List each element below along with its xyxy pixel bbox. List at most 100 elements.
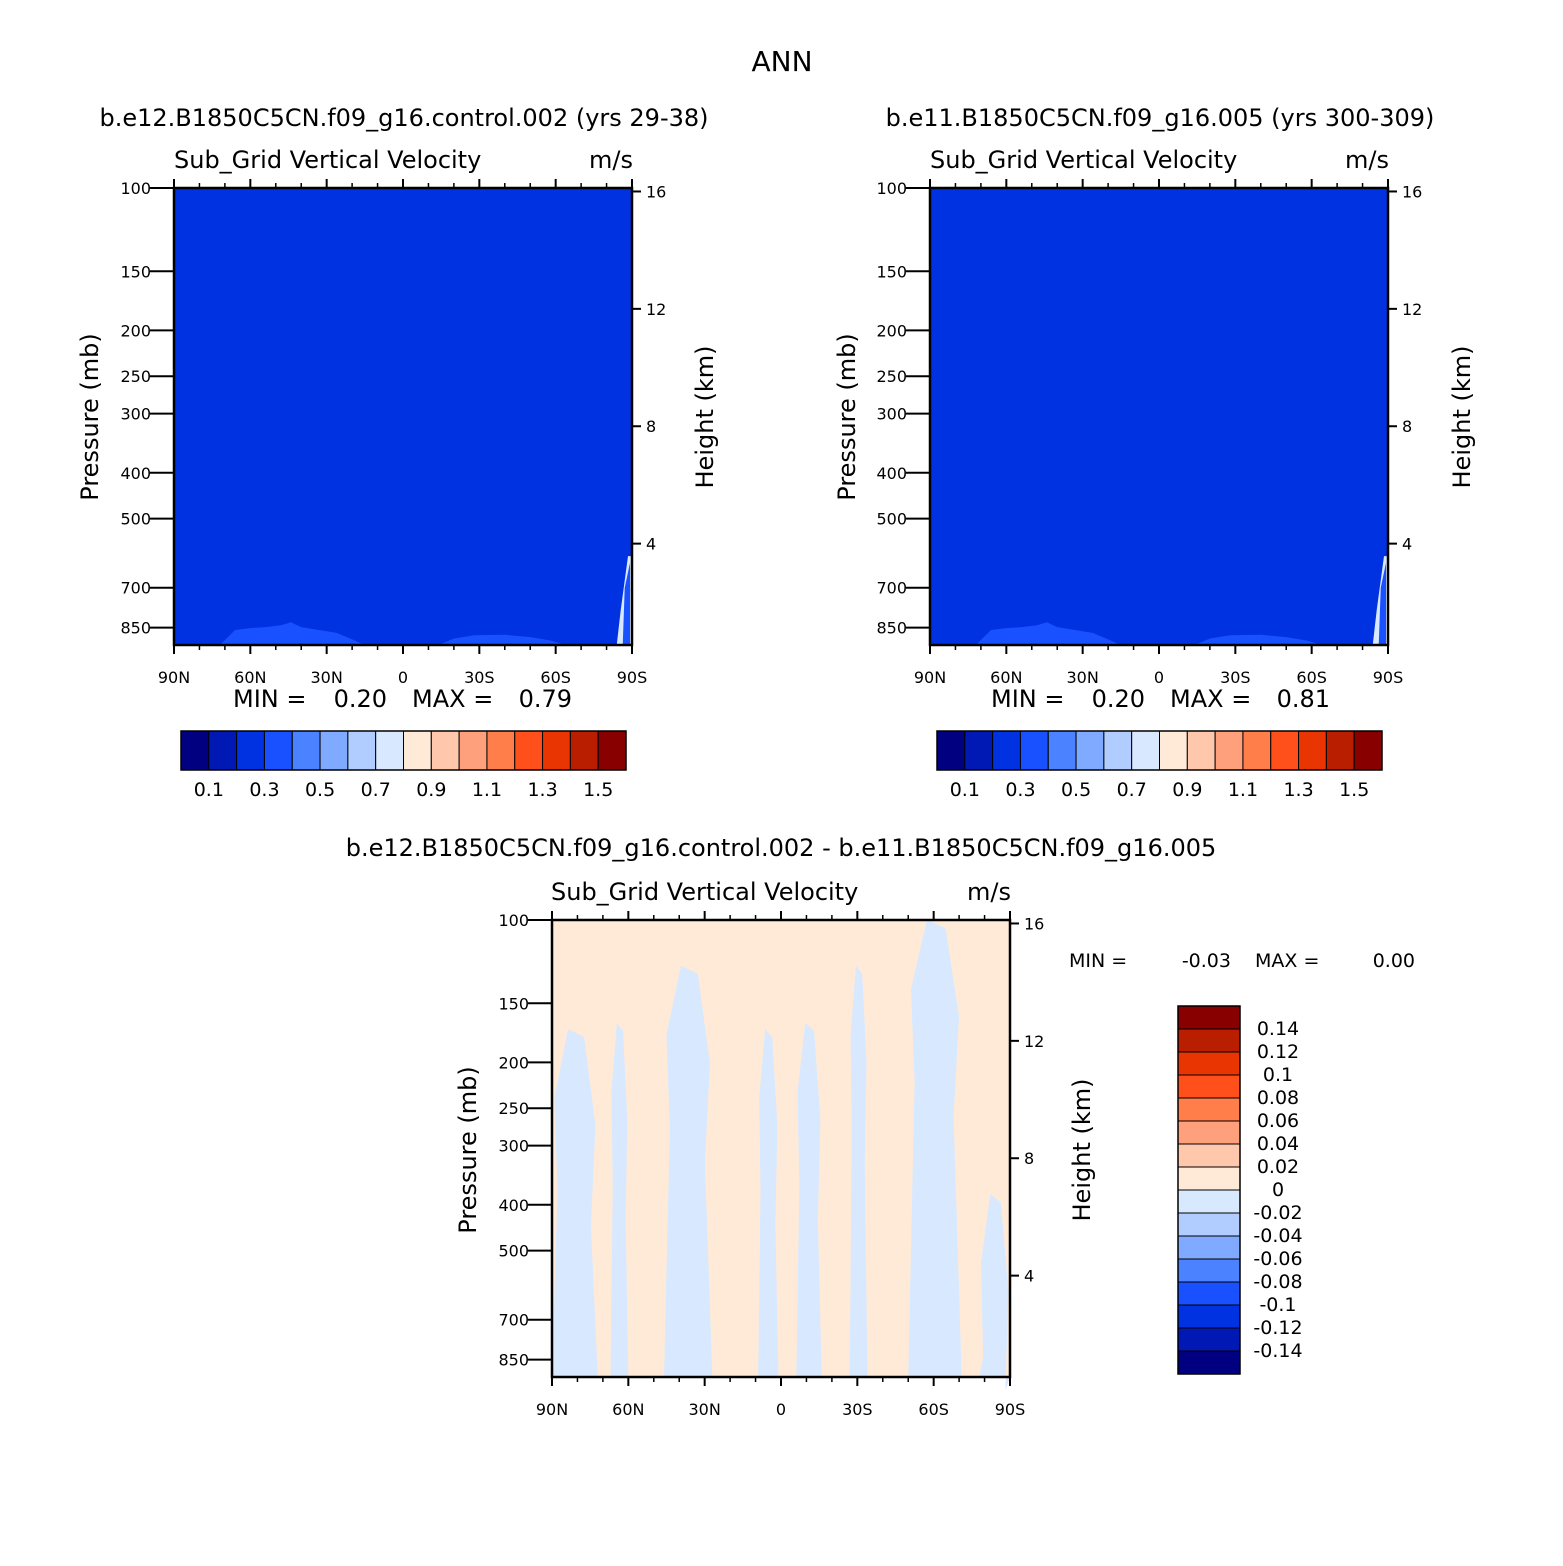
p3-ytick-label: 700	[498, 1311, 529, 1330]
panel-2-max-value: 0.81	[1277, 685, 1330, 713]
p3-ytick-label: 250	[498, 1099, 529, 1118]
p3-colorbar-label: -0.1	[1259, 1294, 1296, 1316]
p1-xtick-label: 30N	[311, 668, 343, 687]
p3-ytick-label: 300	[498, 1137, 529, 1156]
p3-colorbar-box	[1177, 1120, 1241, 1145]
p3-colorbar-box	[1177, 1258, 1241, 1283]
p3-colorbar-label: 0.04	[1257, 1133, 1299, 1155]
p3-colorbar-label: -0.08	[1253, 1271, 1302, 1293]
p2-y2tick-label: 8	[1402, 417, 1412, 436]
p1-ytick-label: 700	[120, 579, 151, 598]
p2-colorbar-box	[1298, 730, 1327, 771]
panel-1-min-label: MIN =	[233, 685, 306, 713]
p2-colorbar-box	[1242, 730, 1272, 771]
panel-1-min-value: 0.20	[334, 685, 387, 713]
p3-colorbar-box	[1177, 1189, 1241, 1214]
p1-ytick-label: 100	[120, 179, 151, 198]
p1-colorbar-box	[263, 730, 293, 771]
panel-3-case-title: b.e12.B1850C5CN.f09_g16.control.002 - b.…	[346, 834, 1217, 862]
p1-y2tick-label: 12	[646, 300, 666, 319]
p1-ytick-label: 300	[120, 405, 151, 424]
p2-xtick-label: 60N	[990, 668, 1022, 687]
p2-ytick-label: 200	[876, 321, 907, 340]
panel-3-units: m/s	[967, 878, 1011, 906]
panel-2-min-label: MIN =	[991, 685, 1064, 713]
p2-y2tick-label: 12	[1402, 300, 1422, 319]
p3-colorbar-box	[1177, 1235, 1241, 1260]
p1-colorbar-label: 0.7	[361, 779, 391, 801]
p1-colorbar-label: 0.9	[416, 779, 446, 801]
panel-2-ylabel: Pressure (mb)	[833, 333, 861, 500]
p3-y2tick-label: 4	[1024, 1267, 1034, 1286]
panel-2-units: m/s	[1345, 146, 1389, 174]
panel-1-ylabel: Pressure (mb)	[76, 333, 104, 500]
p1-xtick-label: 60S	[540, 668, 571, 687]
p2-ytick-label: 500	[876, 510, 907, 529]
p1-colorbar-label: 1.1	[472, 779, 502, 801]
p3-colorbar-frame	[1177, 1005, 1241, 1375]
p1-colorbar-box	[291, 730, 321, 771]
panel-2-case-title: b.e11.B1850C5CN.f09_g16.005 (yrs 300-309…	[886, 104, 1435, 132]
panel-2-y2label: Height (km)	[1448, 346, 1476, 489]
panel-3: b.e12.B1850C5CN.f09_g16.control.002 - b.…	[346, 834, 1415, 1419]
p1-colorbar-box	[208, 730, 238, 771]
p1-y2tick-label: 8	[646, 417, 656, 436]
p3-colorbar-box	[1177, 1212, 1241, 1237]
p1-ytick-label: 150	[120, 262, 151, 281]
panel-2-min-value: 0.20	[1092, 685, 1145, 713]
p3-negative-region	[758, 1029, 779, 1377]
panel-3-y2label: Height (km)	[1068, 1079, 1096, 1222]
panel-1-case-title: b.e12.B1850C5CN.f09_g16.control.002 (yrs…	[99, 104, 708, 132]
p1-colorbar-box	[597, 730, 627, 771]
panel-1-y2label: Height (km)	[691, 346, 719, 489]
p1-colorbar-label: 0.3	[249, 779, 279, 801]
p2-ytick-label: 400	[876, 464, 907, 483]
p3-colorbar-label: 0.1	[1263, 1064, 1293, 1086]
p3-colorbar-label: -0.02	[1253, 1202, 1302, 1224]
p3-colorbar-box	[1177, 1005, 1241, 1030]
p2-colorbar-box	[1047, 730, 1077, 771]
p3-negative-region	[610, 1022, 629, 1377]
p2-colorbar-box	[1270, 730, 1300, 771]
p1-xtick-label: 60N	[234, 668, 266, 687]
p1-y2tick-label: 4	[646, 535, 656, 554]
p3-colorbar-label: -0.12	[1253, 1317, 1302, 1339]
p1-xtick-label: 30S	[464, 668, 495, 687]
p3-y2tick-label: 16	[1024, 914, 1044, 933]
p1-xtick-label: 0	[398, 668, 408, 687]
p2-colorbar-label: 0.5	[1061, 779, 1091, 801]
p3-xtick-label: 30N	[689, 1400, 721, 1419]
p2-colorbar-frame	[936, 730, 1383, 771]
p2-low-band	[975, 622, 1322, 645]
p2-field	[930, 188, 1388, 645]
p2-colorbar-box	[1103, 730, 1133, 771]
p3-negative-region	[908, 920, 962, 1377]
p1-field	[174, 188, 632, 645]
p3-xtick-label: 90N	[536, 1400, 568, 1419]
p3-ytick-label: 100	[498, 911, 529, 930]
p3-xtick-label: 60N	[612, 1400, 644, 1419]
p3-colorbar-box	[1177, 1051, 1241, 1076]
p3-colorbar-box	[1177, 1097, 1241, 1122]
p2-colorbar-box	[964, 730, 994, 771]
p2-y2tick-label: 4	[1402, 535, 1412, 554]
p2-xtick-label: 30S	[1220, 668, 1251, 687]
p1-colorbar-label: 0.1	[194, 779, 224, 801]
p1-colorbar-box	[486, 730, 516, 771]
p3-negative-region	[664, 965, 713, 1377]
p2-colorbar-box	[992, 730, 1021, 771]
p1-colorbar-label: 1.5	[583, 779, 613, 801]
p2-colorbar-label: 1.1	[1228, 779, 1258, 801]
p1-xtick-label: 90S	[617, 668, 648, 687]
p3-colorbar-label: -0.04	[1253, 1225, 1302, 1247]
p3-colorbar-label: 0.12	[1257, 1041, 1299, 1063]
p2-colorbar-box	[1131, 730, 1160, 771]
p3-colorbar-box	[1177, 1281, 1241, 1306]
p2-colorbar-box	[1159, 730, 1188, 771]
p1-ytick-label: 250	[120, 367, 151, 386]
p1-ytick-label: 200	[120, 321, 151, 340]
panel-1: b.e12.B1850C5CN.f09_g16.control.002 (yrs…	[76, 104, 719, 801]
p3-y2tick-label: 12	[1024, 1032, 1044, 1051]
panel-2: b.e11.B1850C5CN.f09_g16.005 (yrs 300-309…	[833, 104, 1476, 801]
p1-colorbar-box	[569, 730, 599, 771]
